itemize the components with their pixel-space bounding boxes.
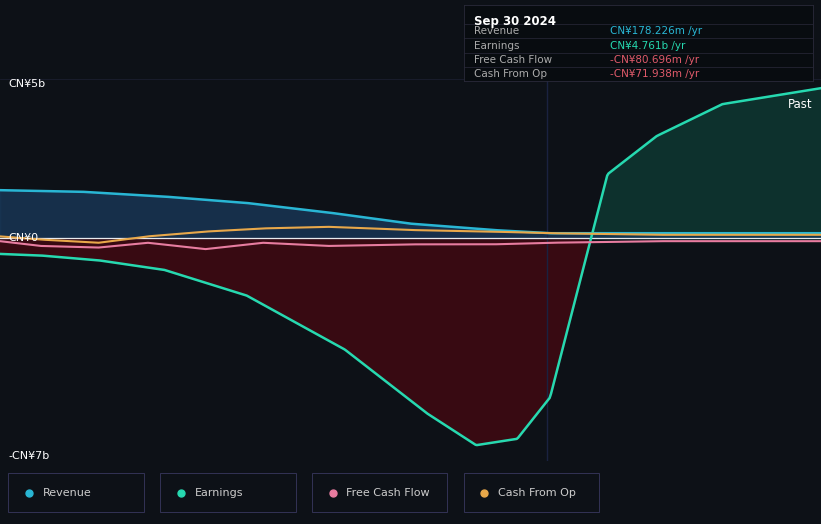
Text: Revenue: Revenue — [43, 487, 91, 498]
Text: Revenue: Revenue — [475, 26, 520, 36]
Text: Cash From Op: Cash From Op — [498, 487, 576, 498]
Text: -CN¥80.696m /yr: -CN¥80.696m /yr — [610, 55, 699, 65]
Text: -CN¥7b: -CN¥7b — [8, 451, 49, 461]
Text: Cash From Op: Cash From Op — [475, 69, 548, 79]
Text: CN¥178.226m /yr: CN¥178.226m /yr — [610, 26, 703, 36]
Text: CN¥5b: CN¥5b — [8, 79, 45, 89]
Text: CN¥4.761b /yr: CN¥4.761b /yr — [610, 40, 686, 51]
Text: Past: Past — [788, 97, 813, 111]
Text: Free Cash Flow: Free Cash Flow — [475, 55, 553, 65]
Text: Earnings: Earnings — [195, 487, 243, 498]
Text: Free Cash Flow: Free Cash Flow — [346, 487, 430, 498]
Text: -CN¥71.938m /yr: -CN¥71.938m /yr — [610, 69, 699, 79]
Text: Sep 30 2024: Sep 30 2024 — [475, 15, 557, 28]
Text: CN¥0: CN¥0 — [8, 233, 39, 243]
Text: Earnings: Earnings — [475, 40, 520, 51]
